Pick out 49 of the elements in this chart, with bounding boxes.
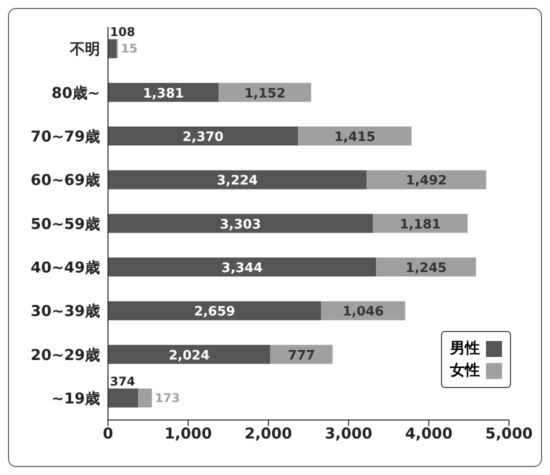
- data-label: 1,415: [334, 130, 376, 146]
- bar: [108, 82, 219, 102]
- data-label: 15: [120, 42, 138, 56]
- y-tick-label: 80歳~: [52, 84, 100, 102]
- bar: [108, 170, 367, 190]
- data-label: 1,046: [342, 304, 384, 320]
- bar: [108, 39, 117, 58]
- data-label: 777: [288, 348, 316, 364]
- y-tick-label: 50~59歳: [30, 214, 100, 233]
- data-label: 1,492: [406, 174, 447, 189]
- y-tick-label: 40~49歳: [30, 258, 100, 276]
- x-tick-label: 0: [102, 424, 114, 443]
- y-tick-label: ~19歳: [52, 389, 100, 408]
- y-tick-label: 70~79歳: [30, 127, 100, 146]
- data-label: 3,224: [216, 174, 258, 189]
- data-label: 2,024: [168, 348, 210, 364]
- bar: [108, 214, 373, 233]
- bar: [108, 258, 376, 277]
- data-label: 108: [110, 25, 136, 40]
- data-label: 1,381: [142, 86, 184, 102]
- y-tick-label: 20~29歳: [30, 346, 100, 364]
- bar: [108, 301, 322, 320]
- data-label: 1,181: [400, 217, 441, 232]
- bar: [270, 344, 333, 364]
- bar: [108, 344, 270, 364]
- data-label: 1,245: [406, 261, 447, 276]
- bar: [298, 126, 412, 146]
- legend-label: 男性: [450, 339, 480, 358]
- x-tick-label: 2,000: [244, 424, 292, 443]
- data-label: 2,370: [182, 130, 224, 146]
- data-label: 173: [154, 391, 180, 406]
- data-label: 374: [110, 374, 136, 389]
- y-tick-label: 30~39歳: [30, 302, 100, 320]
- bar: [376, 258, 476, 277]
- data-label: 2,659: [194, 304, 236, 320]
- y-tick-label: 不明: [69, 40, 100, 58]
- data-label: 3,303: [220, 217, 262, 232]
- x-tick-label: 4,000: [405, 424, 453, 443]
- x-tick-label: 5,000: [485, 424, 533, 443]
- bar: [138, 388, 152, 408]
- x-tick-label: 1,000: [164, 424, 212, 443]
- legend-label: 女性: [450, 361, 480, 380]
- data-label: 1,152: [244, 86, 286, 102]
- data-label: 3,344: [222, 261, 263, 276]
- bar: [366, 170, 486, 190]
- x-tick-label: 3,000: [324, 424, 372, 443]
- bar: [108, 126, 298, 146]
- y-tick-label: 60~69歳: [30, 171, 100, 190]
- bar: [108, 388, 138, 408]
